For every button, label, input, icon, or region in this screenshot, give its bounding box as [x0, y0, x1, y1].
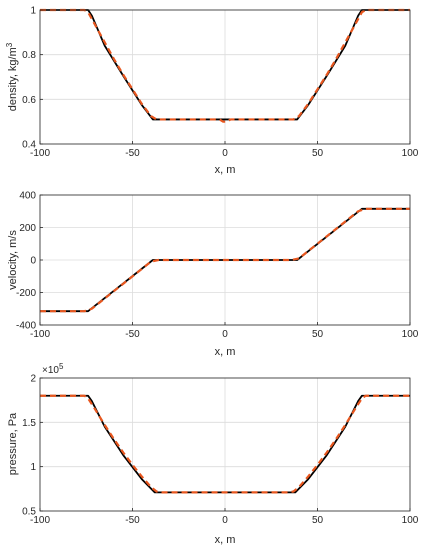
- density-x-tick-label: -100: [30, 148, 50, 159]
- pressure-x-ticks: -100 -50 0 50 100: [30, 508, 419, 526]
- density-y-tick-label: 0.4: [22, 140, 36, 151]
- density-ylabel-superscript: 3: [5, 42, 14, 47]
- density-x-tick-label: 100: [402, 148, 419, 159]
- pressure-ylabel: pressure, Pa: [7, 412, 19, 475]
- density-y-tick-label: 0.6: [22, 95, 36, 106]
- density-y-tick-label: 1: [30, 6, 36, 17]
- velocity-x-tick-label: -100: [30, 329, 50, 340]
- velocity-y-tick-label: 0: [30, 256, 36, 267]
- density-x-tick-label: 50: [312, 148, 324, 159]
- velocity-ylabel: velocity, m/s: [7, 230, 19, 290]
- velocity-x-tick-label: 0: [222, 329, 228, 340]
- pressure-y-ticks: 0.5 1 1.5 2: [22, 374, 43, 518]
- pressure-x-tick-label: -50: [125, 515, 140, 526]
- pressure-panel: -100 -50 0 50 100 0.5 1 1.5 2 ×105 x, m pressur…: [7, 362, 419, 546]
- density-lines: [40, 8, 410, 123]
- velocity-x-tick-label: -50: [125, 329, 140, 340]
- density-dashed-series: [40, 8, 410, 123]
- pressure-exponent-power: 5: [59, 362, 64, 371]
- pressure-lines: [40, 394, 410, 494]
- velocity-x-tick-label: 100: [402, 329, 419, 340]
- velocity-y-tick-label: 200: [19, 223, 36, 234]
- pressure-y-tick-label: 1: [30, 462, 36, 473]
- velocity-y-ticks: -400 -200 0 200 400: [16, 191, 43, 332]
- pressure-x-tick-label: 50: [312, 515, 324, 526]
- pressure-xlabel: x, m: [215, 534, 236, 546]
- pressure-y-tick-label: 2: [30, 374, 36, 385]
- pressure-exponent: ×105: [42, 362, 64, 376]
- velocity-x-tick-label: 50: [312, 329, 324, 340]
- velocity-y-tick-label: -200: [16, 288, 36, 299]
- density-x-tick-label: -50: [125, 148, 140, 159]
- density-x-ticks: -100 -50 0 50 100: [30, 141, 419, 159]
- density-panel: -100 -50 0 50 100 0.4 0.6 0.8 1 x, m density, k…: [5, 6, 419, 177]
- density-ylabel-text: density, kg/m: [7, 47, 19, 111]
- density-y-ticks: 0.4 0.6 0.8 1: [22, 6, 43, 151]
- pressure-x-tick-label: -100: [30, 515, 50, 526]
- velocity-lines: [40, 207, 410, 313]
- density-ylabel: density, kg/m3: [5, 42, 19, 111]
- velocity-x-ticks: -100 -50 0 50 100: [30, 322, 419, 340]
- velocity-y-tick-label: -400: [16, 321, 36, 332]
- density-xlabel: x, m: [215, 164, 236, 176]
- velocity-dashed-series: [40, 207, 410, 313]
- density-x-tick-label: 0: [222, 148, 228, 159]
- density-y-tick-label: 0.8: [22, 50, 36, 61]
- velocity-xlabel: x, m: [215, 346, 236, 358]
- pressure-dashed-series: [40, 394, 410, 494]
- pressure-y-tick-label: 1.5: [22, 418, 36, 429]
- pressure-exponent-base: ×10: [42, 365, 59, 376]
- pressure-x-tick-label: 100: [402, 515, 419, 526]
- pressure-y-tick-label: 0.5: [22, 507, 36, 518]
- velocity-y-tick-label: 400: [19, 191, 36, 202]
- pressure-x-tick-label: 0: [222, 515, 228, 526]
- velocity-panel: -100 -50 0 50 100 -400 -200 0 200 400 x, m veloc…: [7, 191, 419, 359]
